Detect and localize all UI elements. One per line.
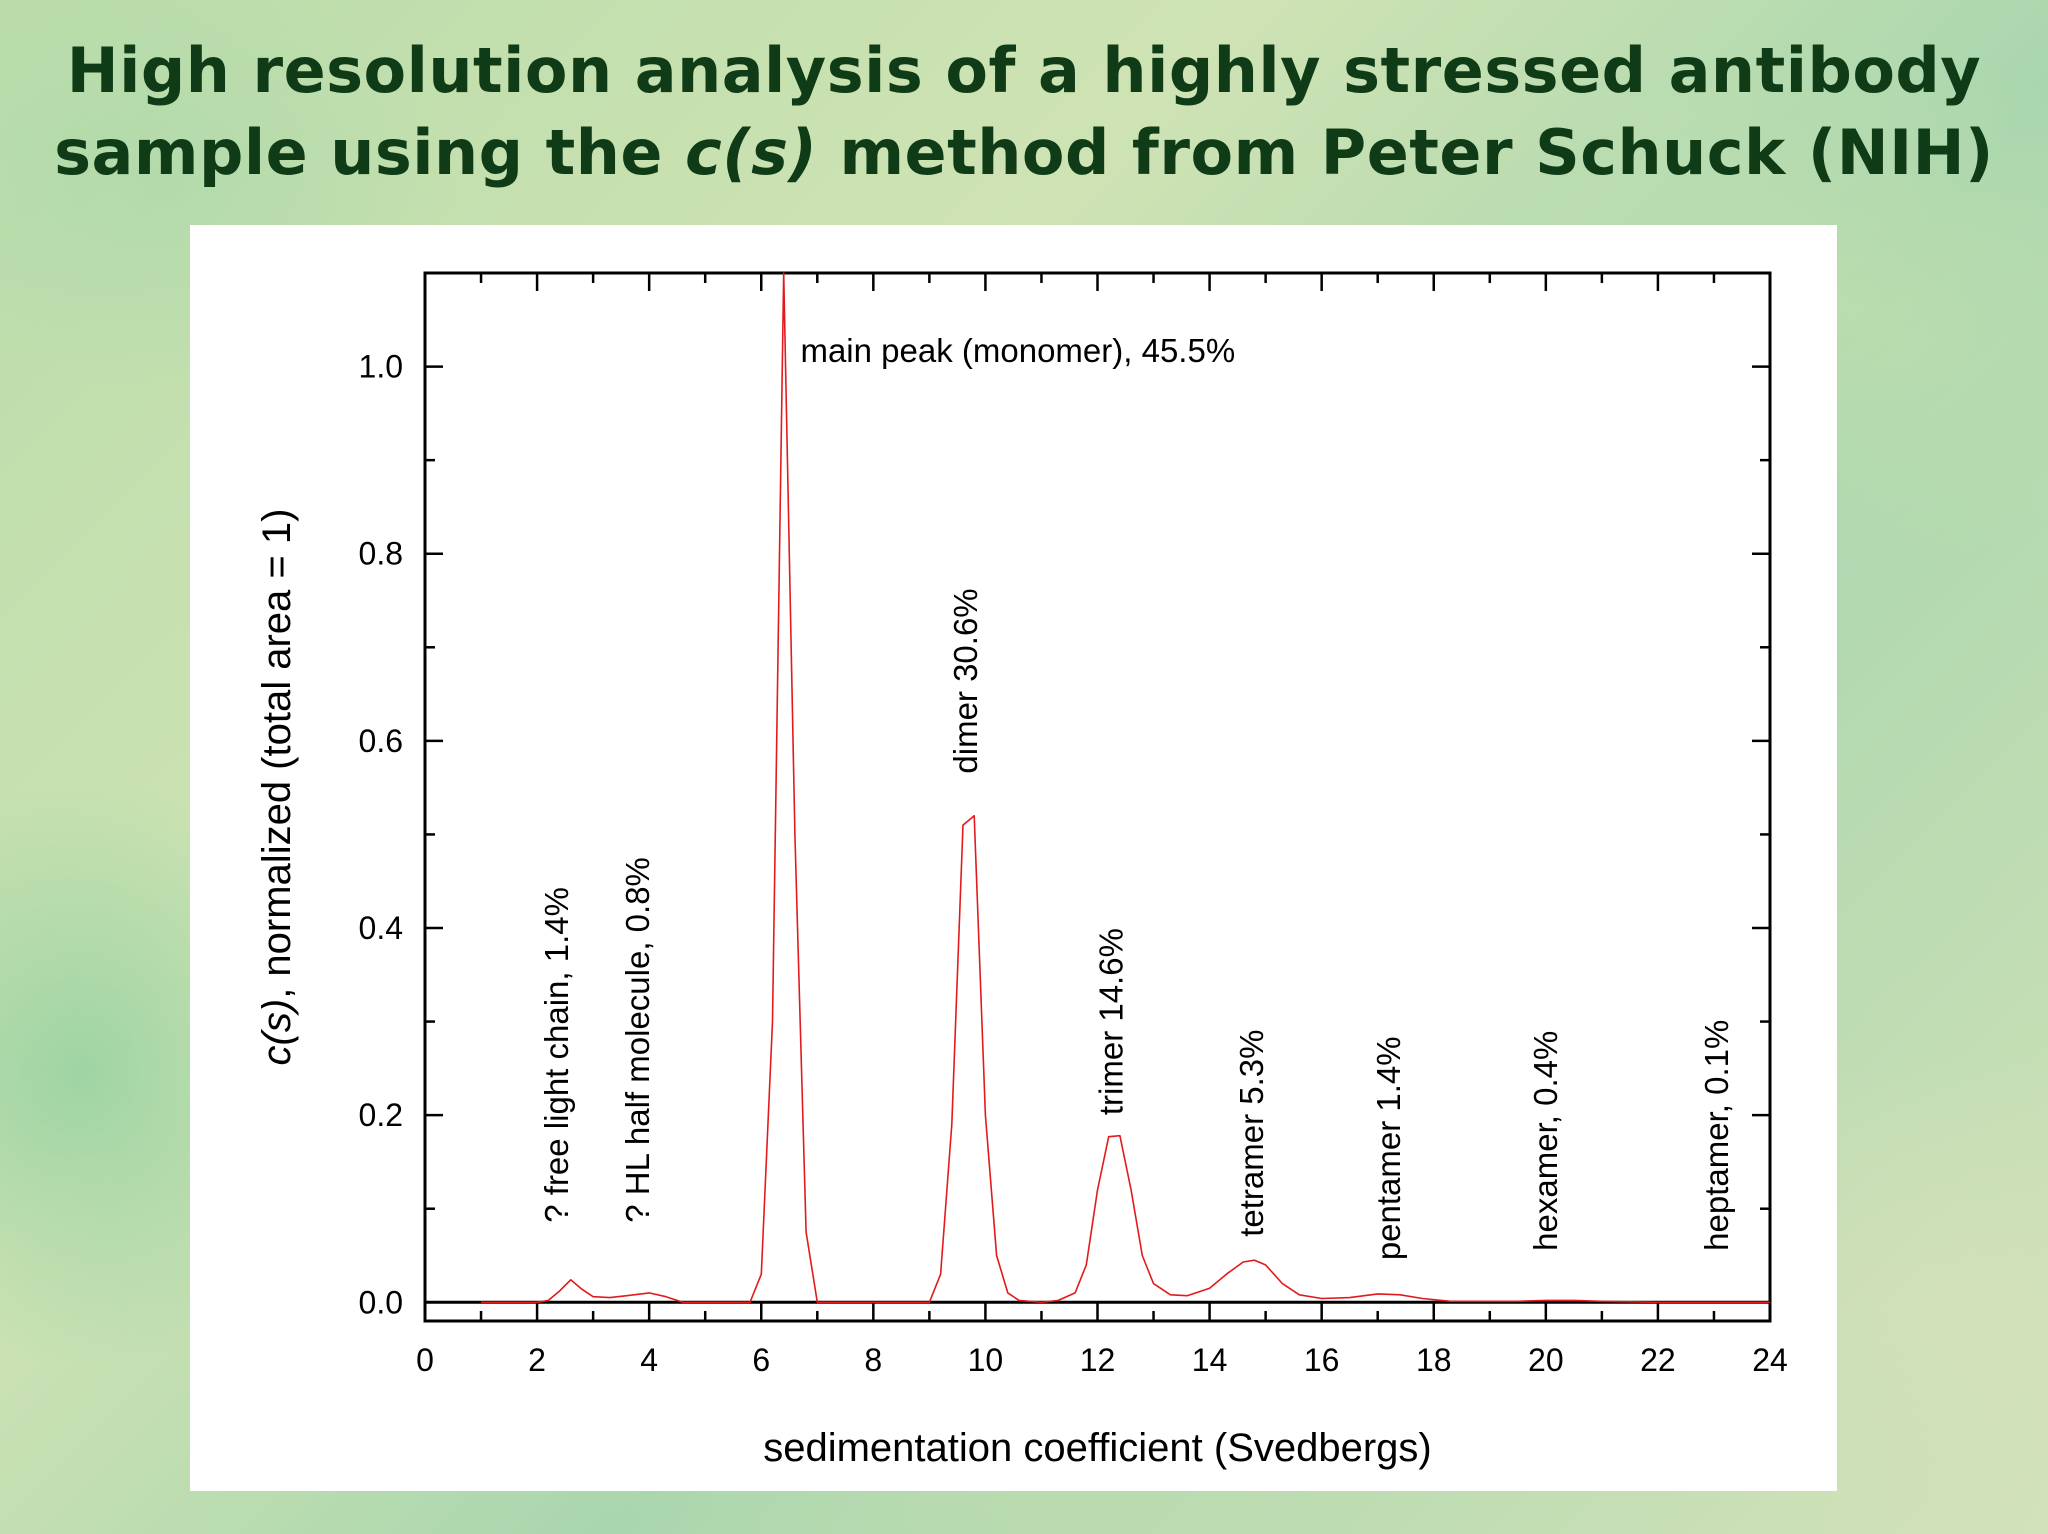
x-tick-label: 20 <box>1528 1342 1564 1378</box>
peak-annotation: ? HL half molecule, 0.8% <box>619 857 656 1223</box>
title-line-1: High resolution analysis of a highly str… <box>66 34 1982 107</box>
y-axis-label-rest: , normalized (total area = 1) <box>255 509 299 999</box>
tick-labels: 0 2 4 6 8 10 12 14 16 18 20 22 240.00.20.40.60.81.0 <box>359 349 1788 1378</box>
x-tick-label: 6 <box>752 1342 770 1378</box>
peak-annotation: main peak (monomer), 45.5% <box>800 332 1235 369</box>
x-tick-label: 2 <box>528 1342 546 1378</box>
peak-annotation: pentamer 1.4% <box>1370 1036 1407 1260</box>
title-line-2-italic: c(s) <box>685 116 818 189</box>
chart-panel: 0 2 4 6 8 10 12 14 16 18 20 22 24 0.0 0.2 0.4 0.6 0.8 1.0 … <box>190 225 1837 1491</box>
annotations: main peak (monomer), 45.5% ? free light c… <box>538 332 1735 1260</box>
title-line-2-pre: sample using the <box>54 116 686 189</box>
peak-annotation: ? free light chain, 1.4% <box>538 887 575 1223</box>
y-axis-label: c(s), normalized (total area = 1) <box>255 509 299 1066</box>
x-tick-label: 14 <box>1192 1342 1228 1378</box>
x-tick-label: 12 <box>1080 1342 1116 1378</box>
y-tick-label: 0.6 <box>359 723 403 759</box>
peak-annotation: heptamer, 0.1% <box>1698 1020 1735 1251</box>
x-tick-label: 8 <box>864 1342 882 1378</box>
y-tick-label: 0.4 <box>359 910 403 946</box>
y-axis-label-italic: c(s) <box>255 999 299 1066</box>
x-tick-label: 4 <box>640 1342 658 1378</box>
title-line-2-post: method from Peter Schuck (NIH) <box>817 116 1994 189</box>
y-tick-label: 1.0 <box>359 349 403 385</box>
slide-title: High resolution analysis of a highly str… <box>0 30 2048 194</box>
x-axis-label: sedimentation coefficient (Svedbergs) <box>763 1426 1432 1470</box>
peak-annotation: tetramer 5.3% <box>1233 1030 1270 1237</box>
title-line-2: sample using the c(s) method from Peter … <box>0 112 2048 194</box>
x-tick-label: 10 <box>968 1342 1004 1378</box>
peak-annotation: dimer 30.6% <box>947 588 984 773</box>
ticks <box>423 271 1772 1321</box>
peak-annotation: trimer 14.6% <box>1093 928 1130 1115</box>
series-line <box>481 272 1770 1304</box>
y-tick-label: 0.8 <box>359 536 403 572</box>
x-tick-label: 24 <box>1752 1342 1788 1378</box>
x-tick-label: 22 <box>1640 1342 1676 1378</box>
x-tick-label: 18 <box>1416 1342 1452 1378</box>
y-tick-label: 0.2 <box>359 1097 403 1133</box>
chart-svg: 0 2 4 6 8 10 12 14 16 18 20 22 240.00.20.40.60.81.0 … <box>255 271 1788 1470</box>
x-tick-label: 16 <box>1304 1342 1340 1378</box>
peak-annotation: hexamer, 0.4% <box>1527 1031 1564 1251</box>
x-tick-label: 0 <box>416 1342 434 1378</box>
y-tick-label: 0.0 <box>359 1284 403 1320</box>
